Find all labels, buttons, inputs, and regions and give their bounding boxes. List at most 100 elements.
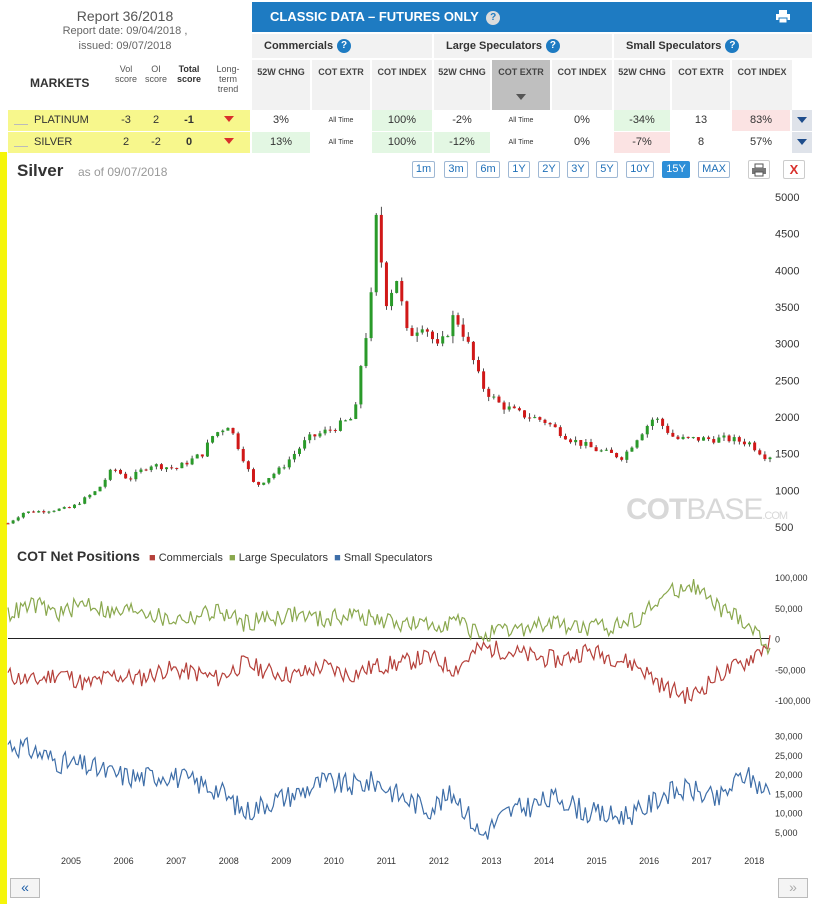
year-tick-label: 2011 <box>377 856 396 866</box>
candle-body <box>722 435 726 438</box>
candle-body <box>661 418 665 426</box>
range-1m-button[interactable]: 1m <box>412 161 435 178</box>
candle-body <box>241 448 245 462</box>
row-expand-button[interactable] <box>792 132 812 153</box>
small-extr: 13 <box>694 114 708 126</box>
candle-body <box>671 432 675 437</box>
candle-body <box>758 450 762 455</box>
range-15y-button[interactable]: 15Y <box>662 161 690 178</box>
candle-body <box>763 454 767 460</box>
price-tick-label: 3500 <box>775 302 799 314</box>
candle-body <box>553 424 557 428</box>
close-chart-button[interactable]: X <box>783 160 805 179</box>
comm-extr: All Time <box>328 139 354 146</box>
candle-body <box>400 281 404 302</box>
col-large-extr[interactable]: COT EXTR <box>492 60 550 110</box>
small-tick-label: 25,000 <box>775 751 803 761</box>
oi-score-header[interactable]: OI score <box>144 64 167 84</box>
candle-body <box>88 494 92 498</box>
cot-title: COT Net Positions <box>17 548 140 564</box>
year-tick-label: 2017 <box>692 856 712 866</box>
candle-body <box>139 469 143 472</box>
col-large-index[interactable]: COT INDEX <box>552 60 612 110</box>
chart-icon[interactable] <box>14 138 28 147</box>
candle-body <box>533 417 537 419</box>
print-icon[interactable] <box>776 10 790 23</box>
candle-body <box>354 404 358 419</box>
candle-body <box>37 511 41 513</box>
next-button[interactable]: » <box>778 878 808 898</box>
large-speculators-line <box>7 579 771 656</box>
range-6m-button[interactable]: 6m <box>476 161 500 178</box>
help-icon[interactable]: ? <box>725 39 740 53</box>
range-3y-button[interactable]: 3Y <box>567 161 589 178</box>
candle-body <box>732 437 736 442</box>
range-10y-button[interactable]: 10Y <box>626 161 654 178</box>
price-tick-label: 4500 <box>775 229 799 241</box>
total-score-header[interactable]: Total score <box>176 64 202 84</box>
help-icon[interactable]: ? <box>545 39 560 53</box>
range-max-button[interactable]: MAX <box>698 161 730 178</box>
candle-body <box>277 467 281 474</box>
candle-body <box>98 486 102 492</box>
cot-tick-label: -50,000 <box>775 665 806 675</box>
col-comm-extr[interactable]: COT EXTR <box>312 60 370 110</box>
candle-body <box>482 371 486 389</box>
col-large-chng[interactable]: 52W CHNG <box>434 60 490 110</box>
col-comm-index[interactable]: COT INDEX <box>372 60 432 110</box>
vol-score-header[interactable]: Vol score <box>114 64 137 84</box>
candle-body <box>313 434 317 437</box>
legend-small-marker[interactable]: ■ <box>334 552 341 564</box>
range-1y-button[interactable]: 1Y <box>508 161 530 178</box>
chart-icon[interactable] <box>14 116 28 125</box>
range-3m-button[interactable]: 3m <box>444 161 468 178</box>
col-small-extr[interactable]: COT EXTR <box>672 60 730 110</box>
legend-large-marker[interactable]: ■ <box>229 552 236 564</box>
candle-body <box>323 429 327 434</box>
candle-body <box>696 437 700 441</box>
table-row[interactable]: PLATINUM -3 2 -1 3% All Time 100% -2% Al… <box>8 110 812 131</box>
candle-body <box>144 469 148 471</box>
legend-commercials-marker[interactable]: ■ <box>148 552 156 564</box>
prev-button[interactable]: « <box>10 878 40 898</box>
col-comm-chng[interactable]: 52W CHNG <box>252 60 310 110</box>
legend-small[interactable]: Small Speculators <box>343 552 433 564</box>
candle-body <box>420 329 424 333</box>
help-icon[interactable]: ? <box>486 11 501 25</box>
candle-body <box>436 339 440 344</box>
candle-body <box>369 292 373 339</box>
table-row[interactable]: SILVER 2 -2 0 13% All Time 100% -12% All… <box>8 132 812 153</box>
candle-body <box>246 461 250 470</box>
col-small-index[interactable]: COT INDEX <box>732 60 792 110</box>
help-icon[interactable]: ? <box>337 39 352 53</box>
classic-data-header: CLASSIC DATA – FUTURES ONLY ? <box>252 2 812 32</box>
range-2y-button[interactable]: 2Y <box>538 161 560 178</box>
row-expand-button[interactable] <box>792 110 812 131</box>
legend-commercials[interactable]: Commercials <box>158 552 223 564</box>
small-chng: -34% <box>614 110 670 131</box>
small-tick-label: 20,000 <box>775 770 803 780</box>
candle-body <box>507 406 511 410</box>
small-spec-chart: 5,000 10,000 15,000 20,000 25,000 30,000 <box>7 732 803 840</box>
legend-large[interactable]: Large Speculators <box>238 552 328 564</box>
col-small-chng[interactable]: 52W CHNG <box>614 60 670 110</box>
market-name[interactable]: SILVER <box>34 136 73 148</box>
candle-body <box>170 467 174 469</box>
candle-body <box>599 450 603 452</box>
watermark-base: BASE <box>686 493 763 526</box>
candle-body <box>395 281 399 293</box>
candle-body <box>768 457 772 460</box>
range-5y-button[interactable]: 5Y <box>596 161 618 178</box>
year-tick-label: 2013 <box>481 856 501 866</box>
candle-body <box>113 469 117 471</box>
year-tick-label: 2007 <box>166 856 186 866</box>
market-name[interactable]: PLATINUM <box>34 114 89 126</box>
candle-body <box>492 396 496 398</box>
print-chart-button[interactable] <box>748 160 770 179</box>
trend-header[interactable]: Long-term trend <box>216 64 240 94</box>
candle-body <box>727 435 731 442</box>
candle-body <box>574 439 578 443</box>
candle-body <box>175 467 179 469</box>
year-tick-label: 2016 <box>639 856 659 866</box>
trend-down-icon <box>224 116 234 122</box>
